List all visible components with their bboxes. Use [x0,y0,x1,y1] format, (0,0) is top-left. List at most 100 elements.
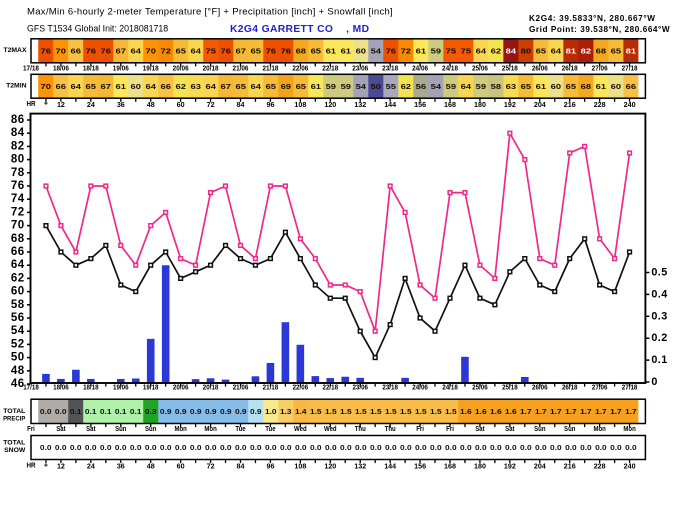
svg-text:192: 192 [504,100,516,109]
svg-text:64: 64 [11,259,25,271]
svg-text:1.7: 1.7 [625,407,637,416]
svg-text:156: 156 [414,100,426,109]
svg-text:62: 62 [11,272,25,284]
svg-text:156: 156 [414,461,426,470]
svg-text:12: 12 [57,100,65,109]
svg-text:132: 132 [354,100,366,109]
svg-text:84: 84 [11,127,25,139]
svg-text:76: 76 [221,46,231,55]
svg-text:K2G4: 39.5833°N, 280.667°W: K2G4: 39.5833°N, 280.667°W [529,14,655,23]
svg-text:0.0: 0.0 [595,443,607,452]
svg-text:64: 64 [131,46,142,55]
svg-text:50: 50 [11,352,25,364]
svg-text:80: 80 [521,46,531,55]
svg-text:0.0: 0.0 [85,443,97,452]
svg-text:Sat: Sat [475,426,485,434]
svg-text:59: 59 [431,46,441,55]
svg-text:1.7: 1.7 [580,407,592,416]
svg-text:20/18: 20/18 [203,65,219,73]
svg-text:70: 70 [56,46,66,55]
svg-text:65: 65 [251,46,262,55]
svg-text:66: 66 [71,46,81,55]
svg-text:0.0: 0.0 [115,443,127,452]
svg-text:0.0: 0.0 [250,443,262,452]
svg-text:1.6: 1.6 [460,407,472,416]
svg-text:61: 61 [116,82,127,91]
svg-text:48: 48 [147,461,155,470]
svg-text:0.3: 0.3 [651,310,667,322]
svg-text:72: 72 [207,461,215,470]
svg-text:0.0: 0.0 [385,443,397,452]
svg-text:0.0: 0.0 [355,443,367,452]
svg-text:1.5: 1.5 [340,407,352,416]
svg-text:0.0: 0.0 [610,443,622,452]
svg-text:65: 65 [266,82,277,91]
svg-text:69: 69 [281,82,291,91]
svg-text:HR: HR [26,101,35,108]
svg-text:96: 96 [266,461,274,470]
svg-text:19/06: 19/06 [113,65,129,73]
svg-text:0.0: 0.0 [535,443,547,452]
svg-text:0.4: 0.4 [651,288,667,300]
svg-text:25/06: 25/06 [472,65,488,73]
svg-text:1.6: 1.6 [490,407,502,416]
svg-text:0.0: 0.0 [520,443,532,452]
svg-text:168: 168 [444,461,456,470]
svg-text:1.7: 1.7 [610,407,622,416]
svg-text:Sat: Sat [505,426,515,434]
svg-text:54: 54 [11,325,25,337]
svg-text:20/06: 20/06 [173,384,189,392]
svg-text:1.7: 1.7 [565,407,577,416]
svg-text:63: 63 [191,82,201,91]
svg-text:26/18: 26/18 [562,384,578,392]
svg-text:0.2: 0.2 [651,332,667,344]
svg-text:25/18: 25/18 [502,65,518,73]
svg-text:23/06: 23/06 [352,384,368,392]
svg-text:62: 62 [176,82,186,91]
svg-text:Mon: Mon [204,426,216,434]
svg-text:1.5: 1.5 [370,407,382,416]
svg-text:0.0: 0.0 [130,443,142,452]
svg-text:Thu: Thu [385,426,396,434]
svg-text:48: 48 [147,100,155,109]
svg-text:62: 62 [491,46,501,55]
svg-text:24: 24 [87,100,96,109]
svg-text:0.1: 0.1 [651,354,667,366]
svg-text:120: 120 [324,461,336,470]
svg-text:22/06: 22/06 [293,384,309,392]
svg-text:0.0: 0.0 [220,443,232,452]
svg-text:76: 76 [281,46,291,55]
svg-text:36: 36 [117,100,125,109]
svg-text:0.0: 0.0 [415,443,427,452]
svg-text:76: 76 [101,46,111,55]
svg-text:76: 76 [86,46,96,55]
svg-text:25/18: 25/18 [502,384,518,392]
svg-text:17/18: 17/18 [23,384,39,392]
svg-text:1.5: 1.5 [355,407,367,416]
svg-text:82: 82 [11,140,25,152]
svg-text:46: 46 [11,378,25,390]
svg-text:0.0: 0.0 [505,443,517,452]
svg-text:0.0: 0.0 [190,443,202,452]
svg-text:62: 62 [401,82,411,91]
svg-text:64: 64 [191,46,202,55]
svg-text:48: 48 [11,365,25,377]
svg-text:0.0: 0.0 [205,443,217,452]
svg-text:0.0: 0.0 [370,443,382,452]
svg-text:0.0: 0.0 [160,443,172,452]
svg-text:60: 60 [177,100,185,109]
svg-text:0.0: 0.0 [550,443,562,452]
svg-text:Mon: Mon [174,426,186,434]
svg-text:25/06: 25/06 [472,384,488,392]
svg-text:0.0: 0.0 [265,443,277,452]
svg-text:59: 59 [326,82,336,91]
svg-text:K2G4 GARRETT CO , MD: K2G4 GARRETT CO , MD [230,24,369,35]
svg-text:0.0: 0.0 [40,407,52,416]
svg-text:0.1: 0.1 [115,407,127,416]
svg-text:67: 67 [116,46,126,55]
svg-text:21/06: 21/06 [233,65,249,73]
svg-text:1.4: 1.4 [295,407,307,416]
svg-text:56: 56 [416,82,426,91]
svg-text:1.3: 1.3 [280,407,292,416]
svg-text:75: 75 [206,46,217,55]
